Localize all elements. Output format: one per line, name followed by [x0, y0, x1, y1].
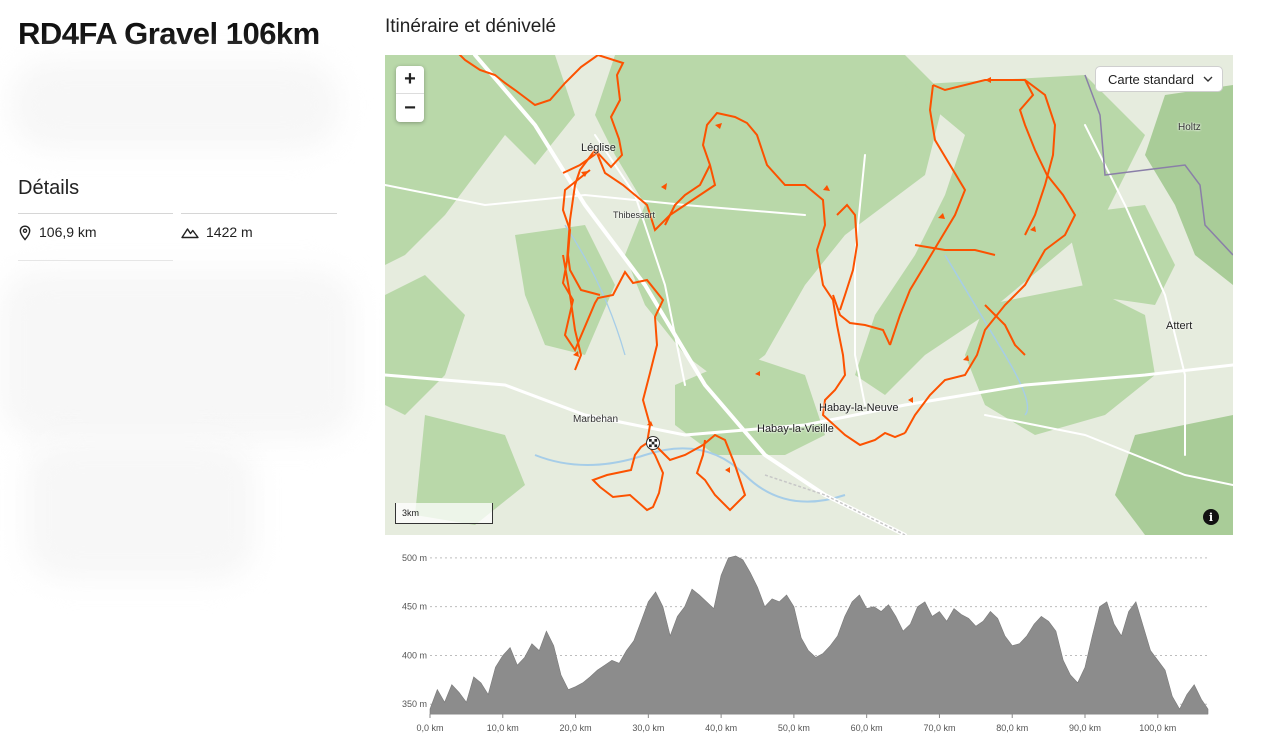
chevron-down-icon	[1203, 76, 1213, 82]
place-label: Attert	[1166, 320, 1193, 332]
elevation-chart[interactable]: 350 m 400 m 450 m 500 m 0,0 km 10,0 km 20,0 km…	[385, 548, 1233, 744]
info-icon[interactable]: i	[1203, 509, 1219, 525]
x-tick-label: 20,0 km	[560, 723, 592, 733]
distance-stat: 106,9 km	[18, 213, 173, 261]
zoom-controls: + −	[396, 66, 424, 122]
route-title: RD4FA Gravel 106km	[18, 16, 320, 51]
blurred-placeholder	[0, 270, 355, 440]
x-tick-label: 40,0 km	[705, 723, 737, 733]
zoom-in-button[interactable]: +	[396, 66, 424, 94]
place-label: Holtz	[1178, 122, 1201, 133]
map-style-label: Carte standard	[1108, 71, 1194, 87]
zoom-out-button[interactable]: −	[404, 96, 416, 119]
location-pin-icon	[19, 225, 31, 241]
x-tick-label: 100,0 km	[1139, 723, 1176, 733]
y-tick-label: 450 m	[402, 602, 427, 612]
x-tick-label: 50,0 km	[778, 723, 810, 733]
elevation-gain-value: 1422 m	[206, 224, 253, 240]
distance-value: 106,9 km	[39, 224, 97, 240]
x-tick-label: 10,0 km	[487, 723, 519, 733]
map-base	[385, 55, 1233, 535]
x-tick-label: 90,0 km	[1069, 723, 1101, 733]
blurred-placeholder	[25, 440, 255, 580]
x-tick-label: 60,0 km	[851, 723, 883, 733]
map-scale: 3km	[395, 503, 493, 524]
details-heading: Détails	[18, 177, 80, 199]
elevation-stat: 1422 m	[181, 213, 337, 261]
blurred-placeholder	[10, 60, 340, 150]
place-label: Habay-la-Neuve	[819, 402, 899, 414]
place-label: Habay-la-Vieille	[757, 423, 834, 435]
y-tick-label: 350 m	[402, 699, 427, 709]
map-style-select[interactable]: Carte standard	[1095, 66, 1223, 92]
place-label: Thibessart	[613, 210, 656, 220]
place-label: Marbehan	[573, 414, 619, 425]
y-tick-label: 400 m	[402, 650, 427, 660]
x-tick-label: 80,0 km	[996, 723, 1028, 733]
elevation-area	[429, 555, 1209, 715]
x-tick-label: 0,0 km	[416, 723, 443, 733]
y-tick-label: 500 m	[402, 553, 427, 563]
place-label: Léglise	[581, 142, 616, 154]
mountain-icon	[181, 228, 199, 239]
section-title: Itinéraire et dénivelé	[385, 16, 557, 37]
x-tick-label: 30,0 km	[632, 723, 664, 733]
x-tick-label: 70,0 km	[923, 723, 955, 733]
route-map[interactable]: Léglise Thibessart Holtz Attert Marbehan…	[385, 55, 1233, 535]
